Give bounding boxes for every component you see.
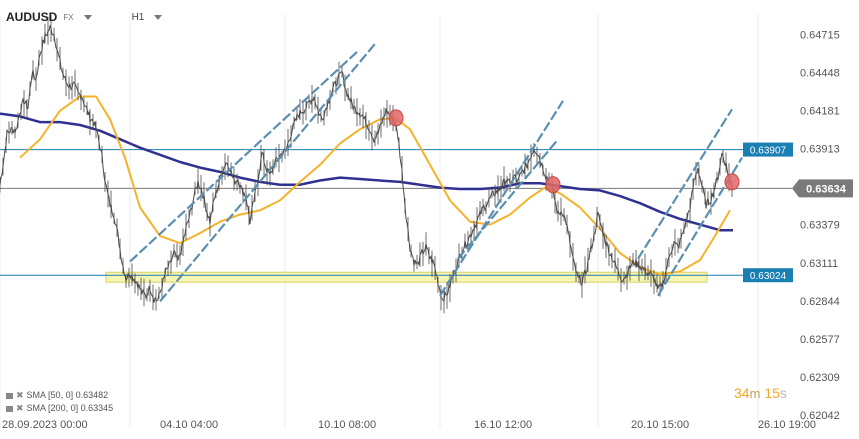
legend-item[interactable]: ✖ SMA [50, 0] 0.63482 <box>6 389 113 402</box>
price-line <box>0 14 734 314</box>
legend-item[interactable]: ✖ SMA [200, 0] 0.63345 <box>6 402 113 415</box>
y-tick-label: 0.64715 <box>800 30 840 42</box>
price-tags: 0.63907 0.63024 0.63634 <box>743 142 853 283</box>
y-tick-label: 0.62577 <box>800 334 840 346</box>
countdown-seconds: 15 <box>764 385 780 401</box>
x-tick-label: 26.10 19:00 <box>758 419 816 431</box>
symbol-name[interactable]: AUDUSD <box>6 10 58 24</box>
price-path <box>0 24 734 303</box>
indicator-icon <box>6 392 13 399</box>
current-price-tag <box>792 179 853 198</box>
support-zone-rect <box>105 271 708 283</box>
channel-line <box>457 139 558 260</box>
timeframe-dropdown-icon[interactable] <box>154 14 163 20</box>
chart-header: AUDUSD FX H1 <box>6 8 163 26</box>
channel-line <box>439 100 564 297</box>
y-tick-label: 0.63913 <box>800 144 840 156</box>
countdown-minutes: 34 <box>734 385 750 401</box>
level-tag-label: 0.63024 <box>750 271 787 282</box>
channel-line <box>159 43 376 303</box>
y-tick-label: 0.62844 <box>800 296 840 308</box>
horizontal-levels <box>0 149 792 276</box>
remove-indicator-icon[interactable]: ✖ <box>16 390 24 400</box>
legend-label: SMA [50, 0] 0.63482 <box>26 390 109 400</box>
y-tick-label: 0.64448 <box>800 68 840 80</box>
indicator-legend: ✖ SMA [50, 0] 0.63482 ✖ SMA [200, 0] 0.6… <box>6 389 113 415</box>
y-tick-label: 0.62042 <box>800 410 840 422</box>
touch-markers <box>388 109 740 194</box>
current-price-label: 0.63634 <box>806 183 847 195</box>
x-tick-label: 10.10 08:00 <box>318 419 376 431</box>
sma-200-path <box>0 112 733 232</box>
x-tick-label: 04.10 04:00 <box>160 419 218 431</box>
y-tick-label: 0.64181 <box>800 106 840 118</box>
indicator-icon <box>6 405 13 412</box>
level-tag <box>743 268 793 283</box>
level-tag-label: 0.63907 <box>750 146 787 157</box>
touch-marker <box>545 176 561 194</box>
price-axis: 0.647150.644480.641810.639130.636460.633… <box>800 30 840 422</box>
touch-marker <box>724 173 740 191</box>
x-tick-label: 28.09.2023 00:00 <box>2 419 88 431</box>
level-tag <box>743 142 793 157</box>
countdown-sec-unit: s <box>779 385 787 401</box>
grid-lines <box>0 14 759 428</box>
x-tick-label: 16.10 12:00 <box>474 419 532 431</box>
y-tick-label: 0.62309 <box>800 372 840 384</box>
time-axis: 28.09.2023 00:00 04.10 04:00 10.10 08:00 16… <box>2 419 816 431</box>
sma-200-line <box>0 112 733 232</box>
legend-label: SMA [200, 0] 0.63345 <box>26 403 114 413</box>
market-label: FX <box>63 12 74 22</box>
symbol-dropdown-icon[interactable] <box>83 14 92 20</box>
sma-50-path <box>19 95 731 276</box>
sma-50-line <box>19 95 731 276</box>
y-tick-label: 0.63379 <box>800 220 840 232</box>
support-zone <box>105 271 708 283</box>
timeframe-label[interactable]: H1 <box>131 11 145 23</box>
remove-indicator-icon[interactable]: ✖ <box>16 403 24 413</box>
x-tick-label: 20.10 15:00 <box>631 419 689 431</box>
y-tick-label: 0.63111 <box>800 258 838 270</box>
channel-line <box>637 108 733 260</box>
candle-countdown: 34m 15s <box>734 385 787 401</box>
touch-marker <box>388 109 404 127</box>
countdown-min-unit: m <box>749 386 761 401</box>
